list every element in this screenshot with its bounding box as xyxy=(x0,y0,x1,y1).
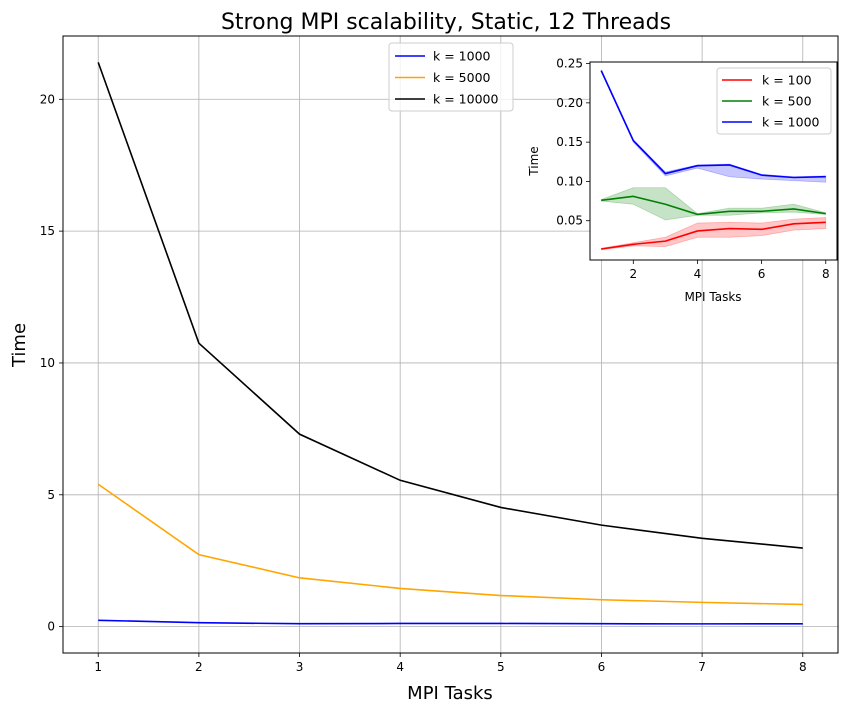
main-legend: k = 1000 k = 5000 k = 10000 xyxy=(388,42,514,112)
main-legend-label-0: k = 1000 xyxy=(433,49,491,64)
main-y-tick-label: 5 xyxy=(47,488,55,502)
main-x-tick-label: 5 xyxy=(497,660,505,674)
inset-series-line-1 xyxy=(601,195,826,216)
main-x-tick-label: 7 xyxy=(698,660,706,674)
inset-x-tick-label: 6 xyxy=(758,267,766,281)
inset-axis-ticks: 2 4 6 8 0.05 0.10 0.15 0.20 0.25 xyxy=(556,57,829,281)
inset-band-2 xyxy=(600,69,827,183)
inset-y-tick-label: 0.20 xyxy=(556,96,583,110)
inset-x-tick-label: 4 xyxy=(694,267,702,281)
main-x-tick-label: 2 xyxy=(195,660,203,674)
main-series-line-0 xyxy=(98,619,803,625)
inset-legend-box xyxy=(716,67,832,135)
inset-legend-label-2: k = 1000 xyxy=(762,115,820,130)
main-x-tick-label: 3 xyxy=(296,660,304,674)
inset-legend-label-1: k = 500 xyxy=(762,94,812,109)
inset-plot-frame xyxy=(589,61,838,261)
inset-y-tick-label: 0.25 xyxy=(556,57,583,71)
inset-band-1 xyxy=(600,187,827,221)
main-x-tick-label: 6 xyxy=(598,660,606,674)
main-x-axis-label: MPI Tasks xyxy=(407,683,493,704)
inset-x-tick-label: 2 xyxy=(629,267,637,281)
main-x-tick-label: 1 xyxy=(94,660,102,674)
inset-series-line-0 xyxy=(601,221,826,250)
main-legend-box xyxy=(388,42,514,112)
main-y-tick-label: 10 xyxy=(40,356,55,370)
inset-y-tick-label: 0.15 xyxy=(556,135,583,149)
main-y-tick-label: 20 xyxy=(40,92,55,106)
main-plot-frame xyxy=(62,35,839,654)
main-legend-label-2: k = 10000 xyxy=(433,92,498,107)
inset-series-line-2 xyxy=(600,70,826,179)
main-axis-ticks: 1 2 3 4 5 6 7 8 0 5 10 15 20 xyxy=(40,92,807,674)
inset-series-lines xyxy=(600,70,826,250)
main-legend-label-1: k = 5000 xyxy=(433,70,491,85)
inset-legend: k = 100 k = 500 k = 1000 xyxy=(716,67,832,135)
main-y-tick-label: 15 xyxy=(40,224,55,238)
main-series-line-2 xyxy=(97,62,803,549)
inset-legend-label-0: k = 100 xyxy=(762,73,812,88)
inset-y-tick-label: 0.10 xyxy=(556,174,583,188)
inset-x-tick-label: 8 xyxy=(822,267,830,281)
main-x-tick-label: 8 xyxy=(799,660,807,674)
inset-x-axis-label: MPI Tasks xyxy=(684,290,741,304)
inset-y-tick-label: 0.05 xyxy=(556,214,583,228)
main-x-tick-label: 4 xyxy=(396,660,404,674)
main-y-tick-label: 0 xyxy=(47,620,55,634)
main-series-lines xyxy=(97,62,803,625)
main-series-line-1 xyxy=(97,483,803,606)
inset-y-axis-label: Time xyxy=(527,146,541,176)
main-chart-title: Strong MPI scalability, Static, 12 Threa… xyxy=(221,10,671,35)
main-y-axis-label: Time xyxy=(9,323,30,368)
